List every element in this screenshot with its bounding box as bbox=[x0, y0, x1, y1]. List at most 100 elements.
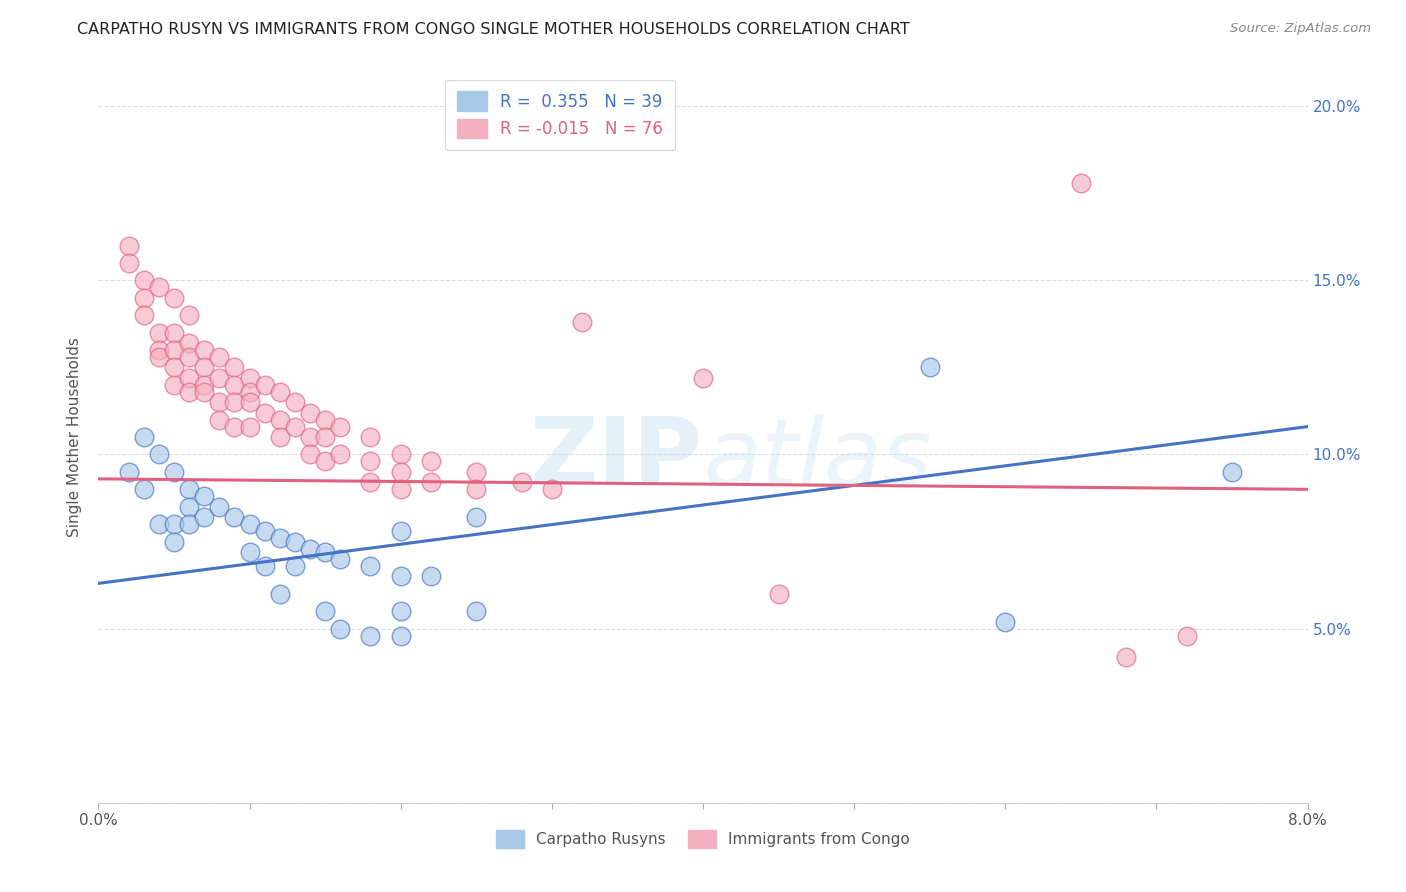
Point bbox=[284, 419, 307, 434]
Point bbox=[253, 377, 276, 392]
Point bbox=[148, 326, 170, 340]
Point bbox=[163, 360, 186, 375]
Point bbox=[284, 395, 307, 409]
Point bbox=[314, 604, 336, 618]
Point bbox=[179, 350, 201, 364]
Point bbox=[193, 360, 215, 375]
Point bbox=[179, 517, 201, 532]
Point bbox=[389, 524, 412, 538]
Point bbox=[179, 336, 201, 351]
Point bbox=[208, 500, 231, 514]
Point bbox=[132, 291, 155, 305]
Point bbox=[299, 406, 322, 420]
Point bbox=[571, 315, 593, 329]
Point bbox=[1175, 629, 1198, 643]
Text: ZIP: ZIP bbox=[530, 413, 703, 505]
Point bbox=[314, 545, 336, 559]
Point bbox=[465, 604, 488, 618]
Point bbox=[208, 371, 231, 385]
Point bbox=[465, 483, 488, 497]
Point bbox=[692, 371, 714, 385]
Point bbox=[389, 465, 412, 479]
Point bbox=[269, 384, 291, 399]
Point bbox=[360, 430, 382, 444]
Point bbox=[329, 622, 352, 636]
Point bbox=[132, 483, 155, 497]
Legend: Carpatho Rusyns, Immigrants from Congo: Carpatho Rusyns, Immigrants from Congo bbox=[491, 824, 915, 854]
Point bbox=[132, 273, 155, 287]
Point bbox=[389, 483, 412, 497]
Point bbox=[299, 430, 322, 444]
Point bbox=[179, 371, 201, 385]
Point bbox=[163, 291, 186, 305]
Point bbox=[118, 256, 141, 270]
Point bbox=[465, 465, 488, 479]
Point bbox=[208, 350, 231, 364]
Text: Source: ZipAtlas.com: Source: ZipAtlas.com bbox=[1230, 22, 1371, 36]
Point bbox=[193, 384, 215, 399]
Point bbox=[163, 517, 186, 532]
Point bbox=[239, 384, 262, 399]
Point bbox=[179, 308, 201, 322]
Point bbox=[224, 395, 246, 409]
Point bbox=[193, 343, 215, 357]
Point bbox=[239, 395, 262, 409]
Point bbox=[239, 419, 262, 434]
Point bbox=[918, 360, 941, 375]
Point bbox=[269, 412, 291, 426]
Point bbox=[329, 419, 352, 434]
Point bbox=[132, 430, 155, 444]
Point bbox=[193, 489, 215, 503]
Point bbox=[179, 500, 201, 514]
Point bbox=[208, 395, 231, 409]
Point bbox=[314, 454, 336, 468]
Point bbox=[299, 541, 322, 556]
Point bbox=[1070, 176, 1092, 190]
Point bbox=[360, 629, 382, 643]
Point bbox=[768, 587, 790, 601]
Point bbox=[1220, 465, 1243, 479]
Point bbox=[163, 377, 186, 392]
Point bbox=[389, 448, 412, 462]
Point bbox=[510, 475, 533, 490]
Point bbox=[994, 615, 1017, 629]
Point bbox=[148, 448, 170, 462]
Point bbox=[148, 517, 170, 532]
Point bbox=[208, 412, 231, 426]
Point bbox=[420, 454, 443, 468]
Point bbox=[420, 569, 443, 583]
Point bbox=[269, 587, 291, 601]
Point bbox=[269, 430, 291, 444]
Point bbox=[193, 377, 215, 392]
Text: atlas: atlas bbox=[703, 414, 931, 505]
Point bbox=[465, 510, 488, 524]
Point bbox=[118, 238, 141, 252]
Point bbox=[224, 377, 246, 392]
Text: CARPATHO RUSYN VS IMMIGRANTS FROM CONGO SINGLE MOTHER HOUSEHOLDS CORRELATION CHA: CARPATHO RUSYN VS IMMIGRANTS FROM CONGO … bbox=[77, 22, 910, 37]
Point bbox=[360, 454, 382, 468]
Point bbox=[239, 545, 262, 559]
Point bbox=[540, 483, 562, 497]
Point bbox=[389, 629, 412, 643]
Point bbox=[224, 360, 246, 375]
Point bbox=[253, 406, 276, 420]
Point bbox=[360, 558, 382, 573]
Point bbox=[239, 517, 262, 532]
Point bbox=[163, 465, 186, 479]
Point bbox=[118, 465, 141, 479]
Point bbox=[224, 510, 246, 524]
Point bbox=[179, 483, 201, 497]
Point bbox=[420, 475, 443, 490]
Point bbox=[299, 448, 322, 462]
Point bbox=[148, 350, 170, 364]
Point bbox=[179, 384, 201, 399]
Point bbox=[389, 604, 412, 618]
Point bbox=[193, 510, 215, 524]
Point bbox=[163, 326, 186, 340]
Point bbox=[284, 558, 307, 573]
Point bbox=[314, 430, 336, 444]
Point bbox=[329, 448, 352, 462]
Point bbox=[253, 524, 276, 538]
Point bbox=[269, 531, 291, 545]
Point bbox=[163, 343, 186, 357]
